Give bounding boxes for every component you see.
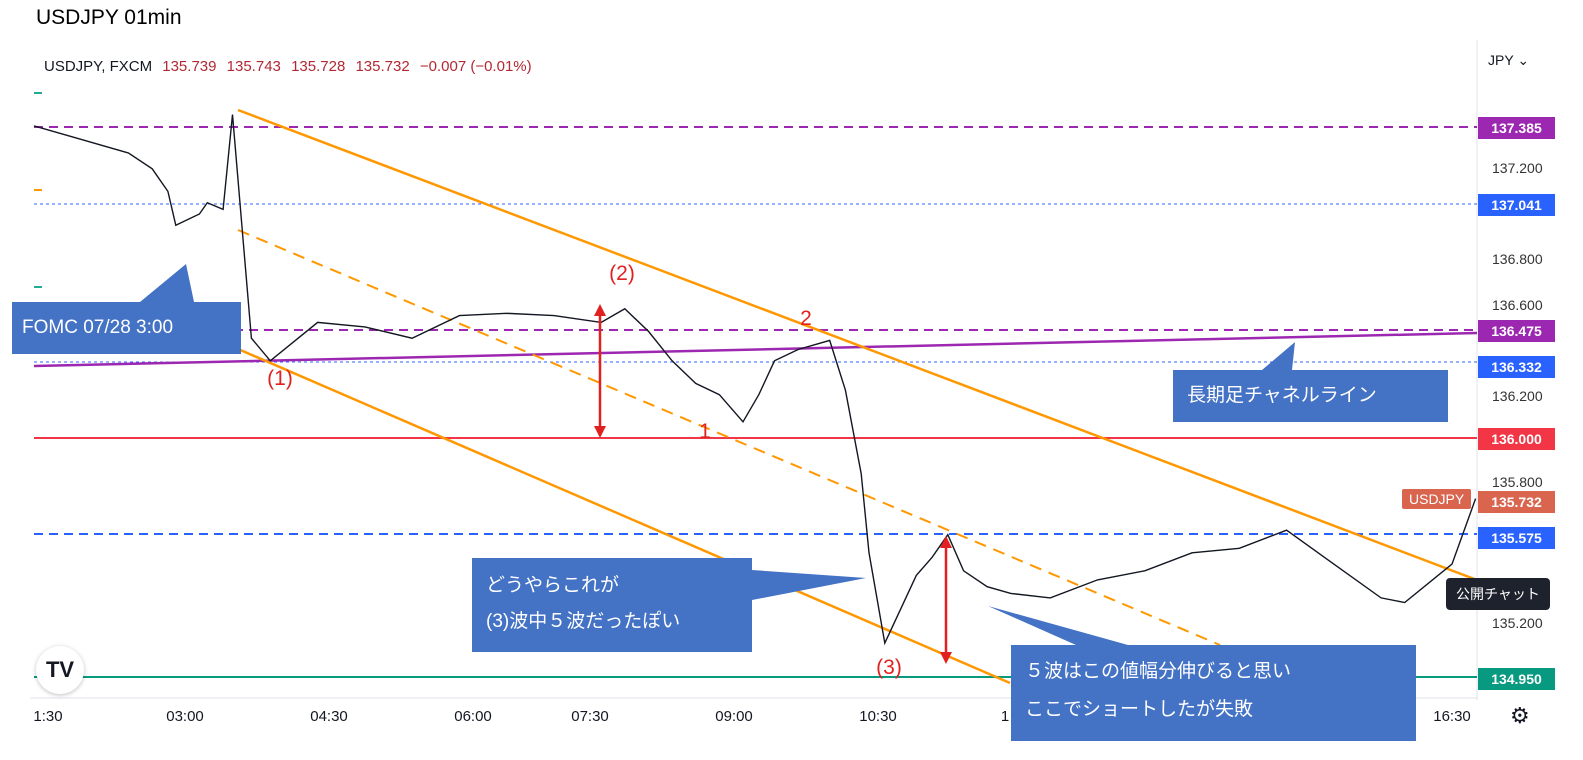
arrow-head-down	[594, 426, 606, 438]
subwave-label-2: 2	[800, 307, 812, 330]
price-tick: 135.200	[1492, 615, 1543, 631]
time-tick: 09:00	[715, 708, 753, 725]
left-marker	[34, 189, 42, 191]
callout-fomc-pointer	[140, 264, 194, 302]
callout-wave-line1: どうやらこれが	[486, 575, 620, 596]
legend-high: 135.743	[226, 58, 281, 75]
arrow-head-up	[594, 304, 606, 316]
left-marker	[34, 92, 42, 94]
public-chat-button[interactable]: 公開チャット	[1446, 578, 1550, 610]
price-tick: 136.200	[1492, 388, 1543, 404]
gear-icon[interactable]: ⚙	[1510, 703, 1530, 728]
time-tick: 1:30	[33, 708, 63, 725]
last-price-tag: 135.732	[1478, 491, 1555, 513]
legend-change: −0.007 (−0.01%)	[419, 58, 532, 75]
wave-label-2: (2)	[609, 262, 635, 285]
time-tick: 03:00	[166, 708, 204, 725]
legend-low: 135.728	[291, 58, 346, 75]
callout-five-pointer	[988, 606, 1128, 645]
price-tick: 136.600	[1492, 297, 1543, 313]
ohlc-legend: USDJPY, FXCM 135.739 135.743 135.728 135…	[44, 58, 532, 75]
price-tick: 135.800	[1492, 474, 1543, 490]
left-marker	[34, 286, 42, 288]
arrow-head-up	[940, 536, 952, 548]
callout-wave-note: どうやらこれが (3)波中５波だったぽい	[472, 558, 752, 652]
price-tick: 137.200	[1492, 160, 1543, 176]
currency-label: JPY	[1488, 52, 1514, 68]
callout-five-note: ５波はこの値幅分伸びると思い ここでショートしたが失敗	[1011, 645, 1416, 741]
arrow-head-down	[940, 652, 952, 664]
price-tag: 136.475	[1478, 320, 1555, 342]
chevron-down-icon: ⌄	[1517, 52, 1530, 68]
subwave-label-1: 1	[699, 420, 711, 443]
time-tick: 1	[1000, 708, 1010, 725]
callout-fomc: FOMC 07/28 3:00	[12, 302, 241, 354]
price-tag: 136.000	[1478, 428, 1555, 450]
page-title: USDJPY 01min	[36, 6, 182, 29]
callout-wave-pointer	[752, 570, 866, 600]
time-tick: 04:30	[310, 708, 348, 725]
long-term-channel-line	[33, 331, 1478, 368]
callout-wave-line2: (3)波中５波だったぽい	[486, 611, 681, 632]
channel-mid-line	[237, 229, 1221, 646]
callout-long-pointer	[1262, 342, 1295, 370]
time-tick: 16:30	[1433, 708, 1471, 725]
wave-label-1: (1)	[267, 367, 293, 390]
price-tick: 136.800	[1492, 251, 1543, 267]
callout-long-term-channel: 長期足チャネルライン	[1173, 370, 1448, 422]
channel-upper-line	[237, 108, 1478, 582]
legend-symbol: USDJPY, FXCM	[44, 58, 153, 75]
price-tag: 137.385	[1478, 117, 1555, 139]
legend-close: 135.732	[355, 58, 410, 75]
callout-five-line2: ここでショートしたが失敗	[1025, 699, 1254, 720]
callout-five-line1: ５波はこの値幅分伸びると思い	[1025, 661, 1292, 682]
price-series-line	[33, 114, 1477, 646]
tradingview-logo[interactable]: TV	[36, 646, 84, 694]
price-tag: 135.575	[1478, 527, 1555, 549]
wave-label-3: (3)	[876, 656, 902, 679]
price-tag: 136.332	[1478, 356, 1555, 378]
symbol-badge: USDJPY	[1402, 489, 1472, 509]
time-tick: 10:30	[859, 708, 897, 725]
time-tick: 06:00	[454, 708, 492, 725]
price-tag: 137.041	[1478, 194, 1555, 216]
time-tick: 07:30	[571, 708, 609, 725]
currency-selector-button[interactable]: JPY ⌄	[1488, 52, 1529, 69]
legend-open: 135.739	[162, 58, 217, 75]
price-tag: 134.950	[1478, 668, 1555, 690]
